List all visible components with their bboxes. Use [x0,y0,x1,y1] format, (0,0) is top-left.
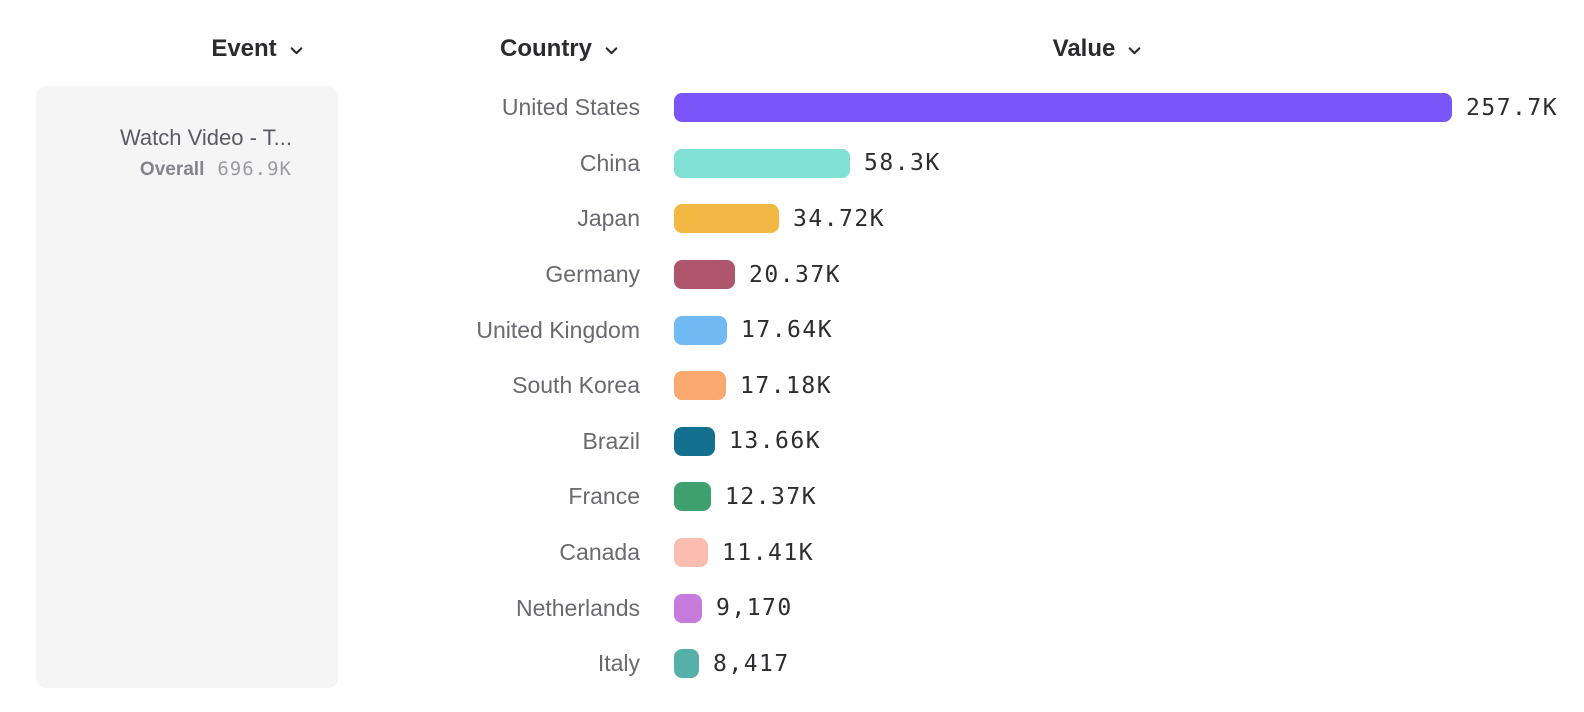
column-header-country[interactable]: Country [400,30,720,68]
chart-row: Brazil 13.66K [0,414,1584,470]
bar-germany[interactable] [674,260,735,290]
bar-brazil[interactable] [674,426,715,456]
value-label: 11.41K [722,539,815,566]
bar-united-states[interactable] [674,93,1452,123]
country-label: Canada [559,539,640,566]
column-header-event-label: Event [211,35,277,62]
country-label: South Korea [512,372,640,399]
chart-row: China 58.3K [0,136,1584,192]
value-label: 12.37K [725,483,818,510]
value-label: 257.7K [1466,94,1559,121]
country-label: Italy [597,650,640,677]
country-label: China [579,149,640,176]
column-header-event[interactable]: Event [36,30,480,68]
country-label: Japan [577,205,640,232]
event-metric: Overall 696.9K [46,158,292,181]
chart-row: United Kingdom 17.64K [0,302,1584,358]
value-label: 9,170 [716,595,793,622]
value-label: 17.64K [741,317,834,344]
column-header-value-label: Value [1052,35,1116,62]
bar-france[interactable] [674,482,711,512]
event-name: Watch Video - T... [119,125,292,150]
bar-chart: United States 257.7K China 58.3K Japan 34.72K… [0,80,1584,692]
country-label: France [568,483,640,510]
chart-row: Italy 8,417 [0,636,1584,692]
chart-row: Netherlands 9,170 [0,580,1584,636]
bar-china[interactable] [674,148,850,178]
column-header-value[interactable]: Value [648,30,1548,68]
bar-japan[interactable] [674,204,779,234]
event-metric-value: 696.9K [217,158,292,180]
country-label: Netherlands [515,594,640,621]
bar-united-kingdom[interactable] [674,315,727,345]
chevron-down-icon [1126,42,1143,59]
chart-row: Germany 20.37K [0,247,1584,303]
chart-row: Canada 11.41K [0,525,1584,581]
value-label: 34.72K [793,205,886,232]
value-label: 17.18K [740,372,833,399]
country-label: United States [501,94,640,121]
chevron-down-icon [603,42,620,59]
country-label: Brazil [582,427,640,454]
country-label: Germany [545,261,640,288]
bar-canada[interactable] [674,538,708,568]
chevron-down-icon [288,42,305,59]
chart-row: France 12.37K [0,469,1584,525]
bar-netherlands[interactable] [674,593,702,623]
event-card[interactable]: Watch Video - T... Overall 696.9K [36,86,338,688]
value-label: 13.66K [729,428,822,455]
chart-row: South Korea 17.18K [0,358,1584,414]
chart-row: United States 257.7K [0,80,1584,136]
column-header-country-label: Country [500,35,592,62]
event-metric-label: Overall [139,159,205,180]
chart-row: Japan 34.72K [0,191,1584,247]
country-label: United Kingdom [476,316,640,343]
value-label: 20.37K [749,261,842,288]
bar-south-korea[interactable] [674,371,726,401]
bar-italy[interactable] [674,649,699,679]
value-label: 8,417 [713,650,790,677]
value-label: 58.3K [864,150,941,177]
